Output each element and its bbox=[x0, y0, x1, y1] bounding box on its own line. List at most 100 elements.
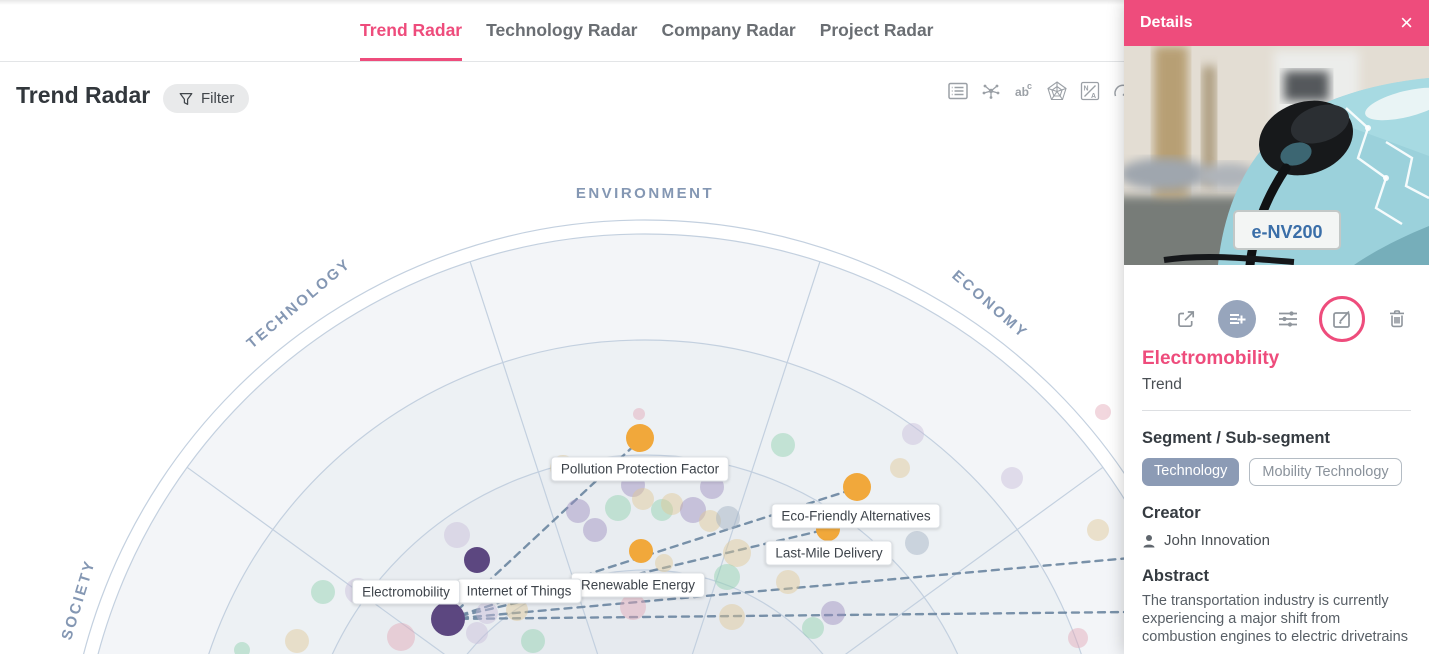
tab-trend-radar[interactable]: Trend Radar bbox=[360, 0, 463, 61]
trend-bubble[interactable] bbox=[466, 622, 488, 644]
trend-bubble[interactable] bbox=[776, 570, 800, 594]
trend-bubble[interactable] bbox=[633, 408, 645, 420]
trend-label[interactable]: Eco-Friendly Alternatives bbox=[771, 503, 941, 529]
radar-ring bbox=[331, 454, 959, 654]
trend-bubble[interactable] bbox=[651, 499, 673, 521]
radar-sector-divider bbox=[691, 261, 821, 654]
radar-ring bbox=[83, 219, 1124, 654]
details-panel-header: Details × bbox=[1124, 0, 1429, 46]
trend-bubble[interactable] bbox=[566, 499, 590, 523]
trend-bubble[interactable] bbox=[714, 564, 740, 590]
trend-bubble-eco-friendly-alternatives[interactable] bbox=[843, 473, 871, 501]
trend-label[interactable]: Renewable Energy bbox=[570, 572, 706, 598]
trend-connection-line bbox=[446, 557, 1124, 621]
list-view-icon[interactable] bbox=[947, 80, 969, 102]
trend-bubble[interactable] bbox=[1068, 628, 1088, 648]
tab-company-radar[interactable]: Company Radar bbox=[661, 20, 796, 40]
sliders-icon[interactable] bbox=[1276, 307, 1300, 331]
trend-bubble[interactable] bbox=[234, 642, 250, 654]
radar-sector-divider bbox=[186, 466, 446, 654]
trend-name[interactable]: Electromobility bbox=[1142, 348, 1280, 369]
segment-badges: Technology Mobility Technology bbox=[1142, 458, 1411, 486]
trend-bubble[interactable] bbox=[716, 506, 740, 530]
trend-label[interactable]: Electromobility bbox=[352, 579, 460, 605]
filter-button[interactable]: Filter bbox=[163, 84, 250, 113]
trend-bubble[interactable] bbox=[680, 497, 706, 523]
trend-bubble-renewable-energy[interactable] bbox=[629, 539, 653, 563]
trend-connection-line bbox=[446, 610, 1124, 621]
trend-bubble[interactable] bbox=[821, 601, 845, 625]
trend-bubble[interactable] bbox=[723, 539, 751, 567]
trend-bubble[interactable] bbox=[583, 518, 607, 542]
details-panel: Details × e-NV200 bbox=[1124, 0, 1429, 654]
trend-bubble[interactable] bbox=[444, 522, 470, 548]
trend-radar-chart[interactable]: ENVIRONMENT TECHNOLOGY ECONOMY SOCIETY Poll… bbox=[0, 62, 1124, 654]
segment-heading: Segment / Sub-segment bbox=[1142, 429, 1330, 447]
trend-bubble[interactable] bbox=[655, 554, 673, 572]
trend-bubble[interactable] bbox=[1095, 404, 1111, 420]
details-title: Details bbox=[1140, 14, 1193, 31]
edit-icon[interactable] bbox=[1330, 307, 1354, 331]
radar-ring bbox=[466, 569, 824, 654]
segment-badge[interactable]: Technology bbox=[1142, 458, 1240, 486]
divider bbox=[1142, 410, 1411, 411]
trend-bubble[interactable] bbox=[285, 629, 309, 653]
trend-label[interactable]: Pollution Protection Factor bbox=[550, 456, 730, 482]
chart-labels: Pollution Protection Factor Eco-Friendly … bbox=[0, 62, 1124, 654]
trend-label[interactable]: Last-Mile Delivery bbox=[765, 540, 893, 566]
creator-name: John Innovation bbox=[1164, 532, 1270, 549]
svg-text:N: N bbox=[1084, 86, 1089, 93]
trend-bubble[interactable] bbox=[902, 423, 924, 445]
radar-sector-divider bbox=[844, 466, 1104, 654]
radar-view-icon[interactable] bbox=[1046, 80, 1068, 102]
cluster-view-icon[interactable] bbox=[980, 80, 1002, 102]
svg-text:c: c bbox=[1027, 81, 1032, 91]
license-plate-text: e-NV200 bbox=[1251, 222, 1322, 242]
doc-plus-glyph bbox=[1229, 314, 1246, 324]
trend-bubble[interactable] bbox=[632, 488, 654, 510]
tab-project-radar[interactable]: Project Radar bbox=[819, 20, 934, 40]
trend-bubble[interactable] bbox=[890, 458, 910, 478]
delete-icon[interactable] bbox=[1385, 307, 1409, 331]
trend-type: Trend bbox=[1142, 376, 1182, 393]
trend-bubble[interactable] bbox=[661, 493, 683, 515]
trend-bubble[interactable] bbox=[521, 629, 545, 653]
add-to-canvas-icon[interactable] bbox=[1217, 300, 1256, 338]
trend-bubble-internet-of-things[interactable] bbox=[464, 547, 490, 573]
na-toggle-icon[interactable]: N A bbox=[1079, 80, 1101, 102]
person-icon bbox=[1143, 534, 1155, 547]
trend-bubble[interactable] bbox=[311, 580, 335, 604]
trend-bubble[interactable] bbox=[771, 433, 795, 457]
trend-bubble[interactable] bbox=[476, 602, 498, 624]
trend-bubble[interactable] bbox=[387, 623, 415, 651]
trend-bubble[interactable] bbox=[719, 604, 745, 630]
sector-label: ENVIRONMENT bbox=[576, 185, 714, 202]
trend-bubble[interactable] bbox=[905, 531, 929, 555]
trend-bubble[interactable] bbox=[605, 495, 631, 521]
trend-label[interactable]: Internet of Things bbox=[456, 578, 582, 604]
trend-bubble-electromobility[interactable] bbox=[431, 602, 465, 636]
close-icon[interactable]: × bbox=[1400, 10, 1413, 35]
trend-bubble[interactable] bbox=[699, 510, 721, 532]
chart-toolbar: ab c N A bbox=[947, 80, 1134, 102]
tab-technology-radar[interactable]: Technology Radar bbox=[486, 20, 638, 40]
sub-segment-badge[interactable]: Mobility Technology bbox=[1249, 458, 1402, 486]
nav-tabs: Trend Radar Technology Radar Company Rad… bbox=[360, 0, 934, 61]
trend-image: e-NV200 bbox=[1124, 46, 1429, 265]
creator-row: John Innovation bbox=[1142, 532, 1411, 549]
radar-sector-divider bbox=[469, 261, 599, 654]
trend-bubble[interactable] bbox=[802, 617, 824, 639]
trend-bubble[interactable] bbox=[1001, 467, 1023, 489]
trend-bubble[interactable] bbox=[506, 599, 528, 621]
trend-bubble[interactable] bbox=[620, 594, 646, 620]
svg-text:A: A bbox=[1091, 93, 1096, 100]
labels-toggle-icon[interactable]: ab c bbox=[1013, 80, 1035, 102]
trend-bubble[interactable] bbox=[1087, 519, 1109, 541]
creator-heading: Creator bbox=[1142, 504, 1201, 522]
page-title: Trend Radar bbox=[16, 82, 151, 108]
open-external-icon[interactable] bbox=[1174, 307, 1198, 331]
trend-bubble-pollution-protection-factor[interactable] bbox=[626, 424, 654, 452]
funnel-icon bbox=[179, 92, 193, 105]
edit-icon-highlight-ring[interactable] bbox=[1319, 296, 1366, 342]
